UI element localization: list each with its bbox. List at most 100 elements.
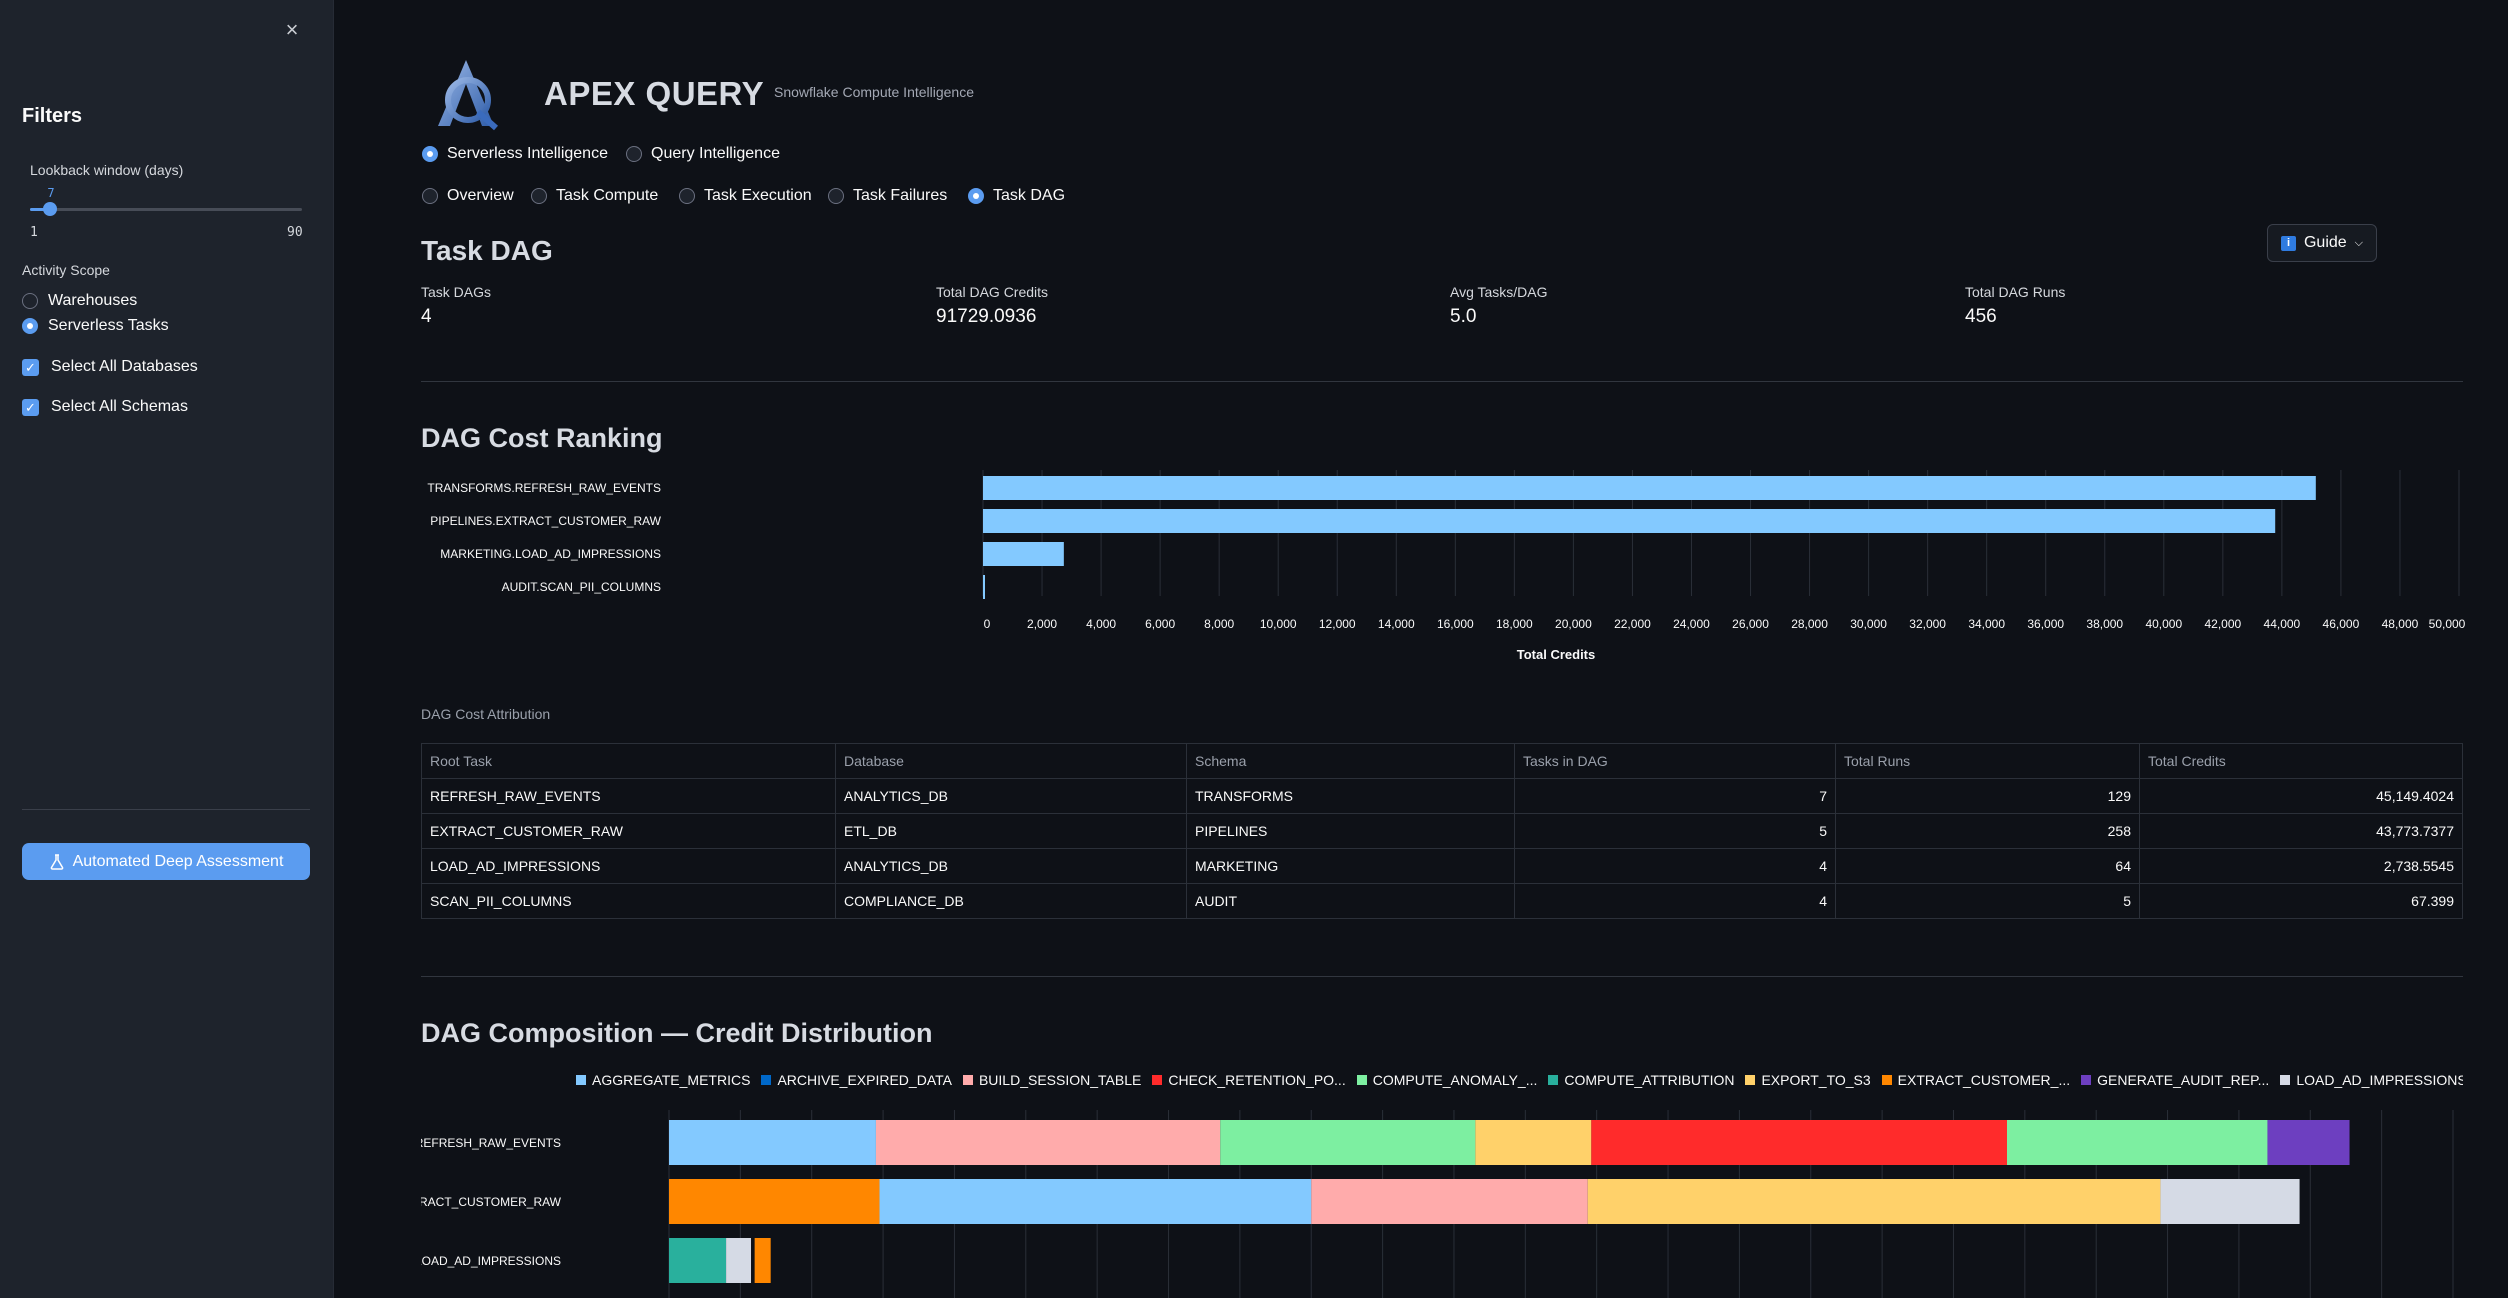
stack-segment[interactable]: [875, 1120, 1221, 1165]
stack-segment[interactable]: [751, 1238, 755, 1283]
legend-swatch: [576, 1075, 586, 1085]
tab-task-dag[interactable]: Task DAG: [968, 187, 1065, 205]
select-all-databases-checkbox[interactable]: ✓ Select All Databases: [22, 358, 198, 376]
close-sidebar-icon[interactable]: ×: [285, 17, 299, 42]
mode-serverless-intelligence[interactable]: Serverless Intelligence: [422, 145, 608, 163]
stack-segment[interactable]: [1587, 1179, 2161, 1224]
stack-segment[interactable]: [726, 1238, 752, 1283]
table-cell: 45,149.4024: [2139, 778, 2463, 814]
legend-item[interactable]: CHECK_RETENTION_PO...: [1152, 1072, 1346, 1088]
tab-task-failures[interactable]: Task Failures: [828, 187, 947, 205]
select-all-schemas-label: Select All Schemas: [51, 398, 188, 415]
stack-segment[interactable]: [1591, 1120, 2007, 1165]
composition-title: DAG Composition — Credit Distribution: [421, 1018, 933, 1048]
scope-option-label: Serverless Tasks: [48, 317, 169, 334]
table-cell: 64: [1835, 848, 2140, 884]
metric-total-dag-runs: Total DAG Runs 456: [1965, 284, 2065, 328]
radio-task-dag[interactable]: [968, 188, 984, 204]
app-title: APEX QUERY: [544, 75, 765, 112]
column-header[interactable]: Total Credits: [2139, 743, 2463, 779]
x-tick-label: 44,000: [2263, 617, 2301, 631]
automated-deep-assessment-button[interactable]: Automated Deep Assessment: [22, 843, 310, 880]
legend-item[interactable]: ARCHIVE_EXPIRED_DATA: [761, 1072, 952, 1088]
legend-label: COMPUTE_ANOMALY_...: [1372, 1072, 1538, 1088]
bar[interactable]: [983, 476, 2316, 500]
checkmark-icon[interactable]: ✓: [22, 358, 39, 376]
radio-task-execution[interactable]: [679, 188, 695, 204]
legend-item[interactable]: COMPUTE_ANOMALY_...: [1356, 1072, 1538, 1088]
table-row[interactable]: LOAD_AD_IMPRESSIONS ANALYTICS_DB MARKETI…: [421, 848, 2463, 884]
x-tick-label: 36,000: [2027, 617, 2065, 631]
radio-overview[interactable]: [422, 188, 438, 204]
x-tick-label: 26,000: [1732, 617, 1769, 631]
stack-segment[interactable]: [669, 1179, 880, 1224]
column-header[interactable]: Tasks in DAG: [1514, 743, 1836, 779]
legend-item[interactable]: EXTRACT_CUSTOMER_...: [1881, 1072, 2070, 1088]
x-tick-label: 12,000: [1318, 617, 1356, 631]
stack-row-label: REFRESH_RAW_EVENTS: [421, 1136, 561, 1150]
stack-segment[interactable]: [669, 1120, 876, 1165]
attribution-table: Root Task Database Schema Tasks in DAG T…: [421, 743, 2463, 919]
x-tick-label: 8,000: [1204, 617, 1235, 631]
cost-ranking-chart: [982, 470, 2460, 599]
tab-task-compute[interactable]: Task Compute: [531, 187, 658, 205]
table-cell: 5: [1514, 813, 1836, 849]
scope-option-serverless-tasks[interactable]: Serverless Tasks: [22, 317, 169, 335]
legend-item[interactable]: AGGREGATE_METRICS: [576, 1072, 750, 1088]
lookback-slider-handle[interactable]: [43, 202, 58, 216]
legend-item[interactable]: EXPORT_TO_S3: [1745, 1072, 1871, 1088]
chevron-down-icon: ⌵: [2354, 236, 2364, 249]
radio-query-intelligence[interactable]: [626, 146, 642, 162]
select-all-schemas-checkbox[interactable]: ✓ Select All Schemas: [22, 398, 188, 416]
stack-segment[interactable]: [1220, 1120, 1476, 1165]
metric-value: 4: [421, 306, 432, 327]
lookback-slider-max: 90: [287, 225, 303, 240]
scope-option-warehouses[interactable]: Warehouses: [22, 292, 137, 310]
stack-row-label: EXTRACT_CUSTOMER_RAW: [421, 1195, 561, 1209]
legend-item[interactable]: BUILD_SESSION_TABLE: [962, 1072, 1141, 1088]
checkmark-icon[interactable]: ✓: [22, 398, 39, 416]
table-row[interactable]: SCAN_PII_COLUMNS COMPLIANCE_DB AUDIT 4 5…: [421, 883, 2463, 919]
radio-task-compute[interactable]: [531, 188, 547, 204]
radio-task-failures[interactable]: [828, 188, 844, 204]
guide-button-label: Guide: [2303, 234, 2347, 251]
mode-query-intelligence[interactable]: Query Intelligence: [626, 145, 780, 163]
legend-item[interactable]: COMPUTE_ATTRIBUTION: [1548, 1072, 1734, 1088]
bar-category-label: TRANSFORMS.REFRESH_RAW_EVENTS: [427, 481, 661, 495]
stack-segment[interactable]: [754, 1238, 771, 1283]
legend-item[interactable]: LOAD_AD_IMPRESSIONS: [2280, 1072, 2463, 1088]
column-header[interactable]: Root Task: [421, 743, 836, 779]
radio-serverless-intelligence[interactable]: [422, 146, 438, 162]
stack-segment[interactable]: [2267, 1120, 2350, 1165]
radio-serverless-tasks[interactable]: [22, 318, 38, 334]
legend-label: LOAD_AD_IMPRESSIONS: [2296, 1072, 2463, 1088]
lookback-slider[interactable]: [30, 202, 302, 216]
table-cell: 5: [1835, 883, 2140, 919]
stack-segment[interactable]: [879, 1179, 1312, 1224]
bar[interactable]: [983, 509, 2276, 533]
bar[interactable]: [983, 575, 985, 599]
table-row[interactable]: EXTRACT_CUSTOMER_RAW ETL_DB PIPELINES 5 …: [421, 813, 2463, 849]
stack-segment[interactable]: [669, 1238, 727, 1283]
stack-segment[interactable]: [2160, 1179, 2300, 1224]
stack-segment[interactable]: [2007, 1120, 2268, 1165]
column-header[interactable]: Schema: [1186, 743, 1515, 779]
lookback-slider-fill: [30, 208, 49, 211]
tab-overview[interactable]: Overview: [422, 187, 514, 205]
table-row[interactable]: REFRESH_RAW_EVENTS ANALYTICS_DB TRANSFOR…: [421, 778, 2463, 814]
guide-button[interactable]: i Guide ⌵: [2267, 224, 2377, 262]
legend-item[interactable]: GENERATE_AUDIT_REP...: [2081, 1072, 2269, 1088]
section-divider: [421, 976, 2463, 977]
table-cell: MARKETING: [1186, 848, 1515, 884]
info-icon: i: [2280, 235, 2296, 251]
radio-warehouses[interactable]: [22, 293, 38, 309]
metric-avg-tasks-per-dag: Avg Tasks/DAG 5.0: [1450, 284, 1548, 328]
tab-task-execution[interactable]: Task Execution: [679, 187, 812, 205]
stack-segment[interactable]: [1311, 1179, 1588, 1224]
x-tick-label: 20,000: [1555, 617, 1592, 631]
column-header[interactable]: Total Runs: [1835, 743, 2140, 779]
column-header[interactable]: Database: [835, 743, 1187, 779]
bar-category-label: AUDIT.SCAN_PII_COLUMNS: [501, 580, 661, 594]
bar[interactable]: [983, 542, 1064, 566]
stack-segment[interactable]: [1475, 1120, 1592, 1165]
